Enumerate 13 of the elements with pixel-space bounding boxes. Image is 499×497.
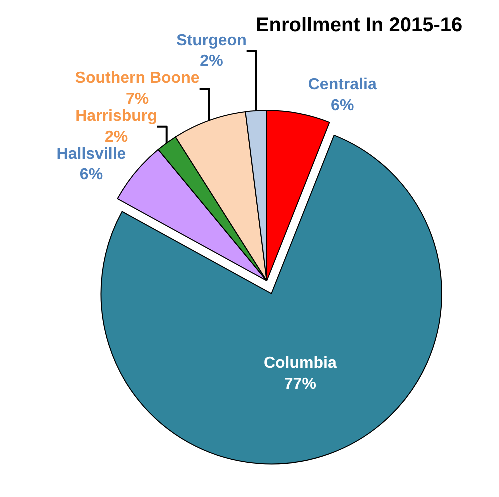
slice-label: Hallsville (56, 146, 126, 163)
slice-label: Sturgeon (176, 32, 247, 50)
slice-label: Harrisburg (76, 108, 158, 126)
data-label: 6% (331, 97, 354, 114)
slice-label: Centralia (308, 76, 377, 94)
data-label: 77% (284, 376, 316, 393)
data-label: 7% (126, 91, 150, 108)
data-label: 2% (200, 53, 224, 70)
data-label: 6% (80, 166, 104, 184)
chart-title: Enrollment In 2015-16 (256, 14, 463, 36)
data-label: 2% (104, 128, 128, 146)
slice-label: Columbia (264, 355, 337, 372)
slice-label: Southern Boone (75, 70, 200, 88)
